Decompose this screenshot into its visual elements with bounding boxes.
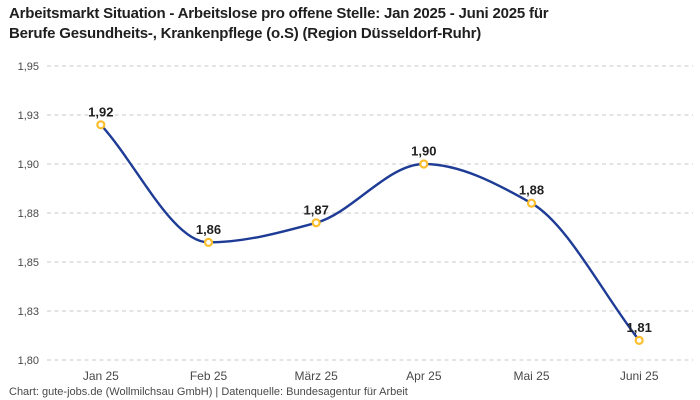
data-point-marker [203,237,214,247]
chart-footer: Chart: gute-jobs.de (Wollmilchsau GmbH) … [9,386,408,398]
data-point-marker [311,218,321,228]
y-axis-tick-label: 1,88 [18,208,39,220]
data-point-label: 1,87 [304,202,329,217]
y-axis-tick-label: 1,93 [18,110,39,122]
data-point-marker [526,198,537,208]
x-axis-tick-label: Juni 25 [620,369,659,383]
data-point-label: 1,92 [88,104,113,119]
data-point-label: 1,86 [196,222,221,237]
y-axis-tick-label: 1,80 [18,355,39,367]
data-point-marker [634,335,644,345]
x-axis-tick-label: Feb 25 [190,369,228,383]
x-axis-tick-label: März 25 [294,369,338,383]
y-axis-tick-label: 1,90 [18,159,39,171]
chart-title-line1: Arbeitsmarkt Situation - Arbeitslose pro… [9,5,549,22]
chart-title: Arbeitsmarkt Situation - Arbeitslose pro… [9,4,691,44]
data-point-marker [96,120,106,130]
y-axis-tick-label: 1,83 [18,306,39,318]
y-axis-tick-label: 1,95 [18,61,39,73]
series-line [99,123,641,342]
data-point-label: 1,81 [627,320,652,335]
x-axis-tick-label: Mai 25 [513,369,549,383]
chart-title-line2: Berufe Gesundheits-, Krankenpflege (o.S)… [9,25,482,42]
y-axis-tick-label: 1,85 [18,257,39,269]
data-point-marker [419,159,429,169]
x-axis-tick-label: Apr 25 [406,369,442,383]
x-axis-tick-label: Jan 25 [83,369,119,383]
data-point-label: 1,88 [519,183,544,198]
data-point-label: 1,90 [411,144,436,159]
